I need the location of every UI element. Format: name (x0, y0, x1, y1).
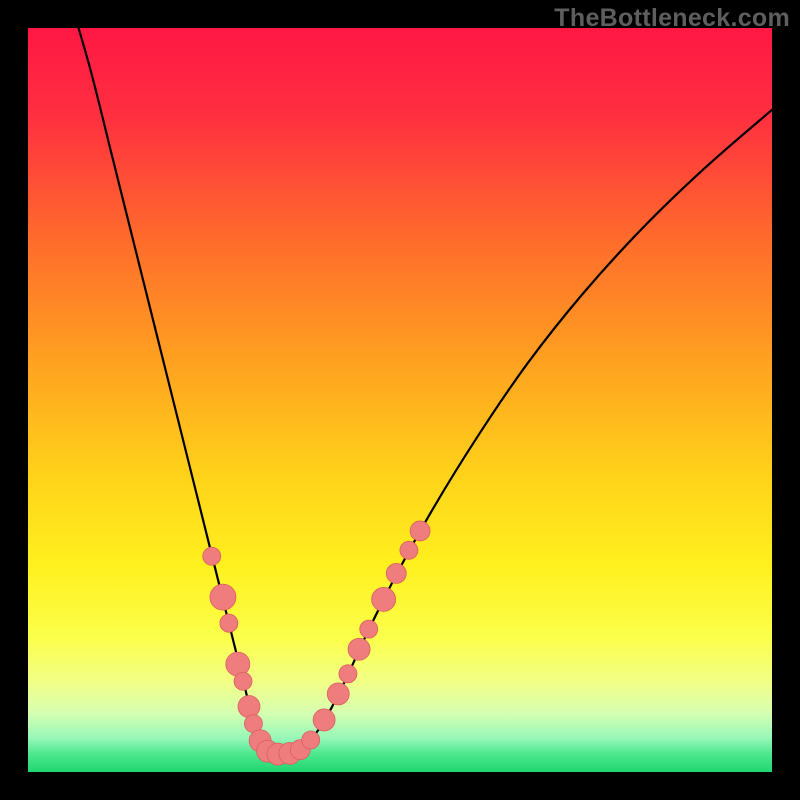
curve-marker (203, 547, 221, 565)
curve-marker (238, 696, 260, 718)
curve-marker (210, 584, 236, 610)
curve-marker (302, 731, 320, 749)
curve-marker (372, 587, 396, 611)
curve-marker (339, 665, 357, 683)
curve-marker (327, 683, 349, 705)
curve-marker (234, 672, 252, 690)
watermark-text: TheBottleneck.com (554, 4, 790, 33)
curve-marker (360, 620, 378, 638)
curve-marker (400, 541, 418, 559)
gradient-background (28, 28, 772, 772)
bottleneck-plot (28, 28, 772, 772)
curve-marker (386, 563, 406, 583)
curve-marker (313, 709, 335, 731)
curve-marker (220, 614, 238, 632)
curve-marker (348, 638, 370, 660)
curve-marker (410, 521, 430, 541)
